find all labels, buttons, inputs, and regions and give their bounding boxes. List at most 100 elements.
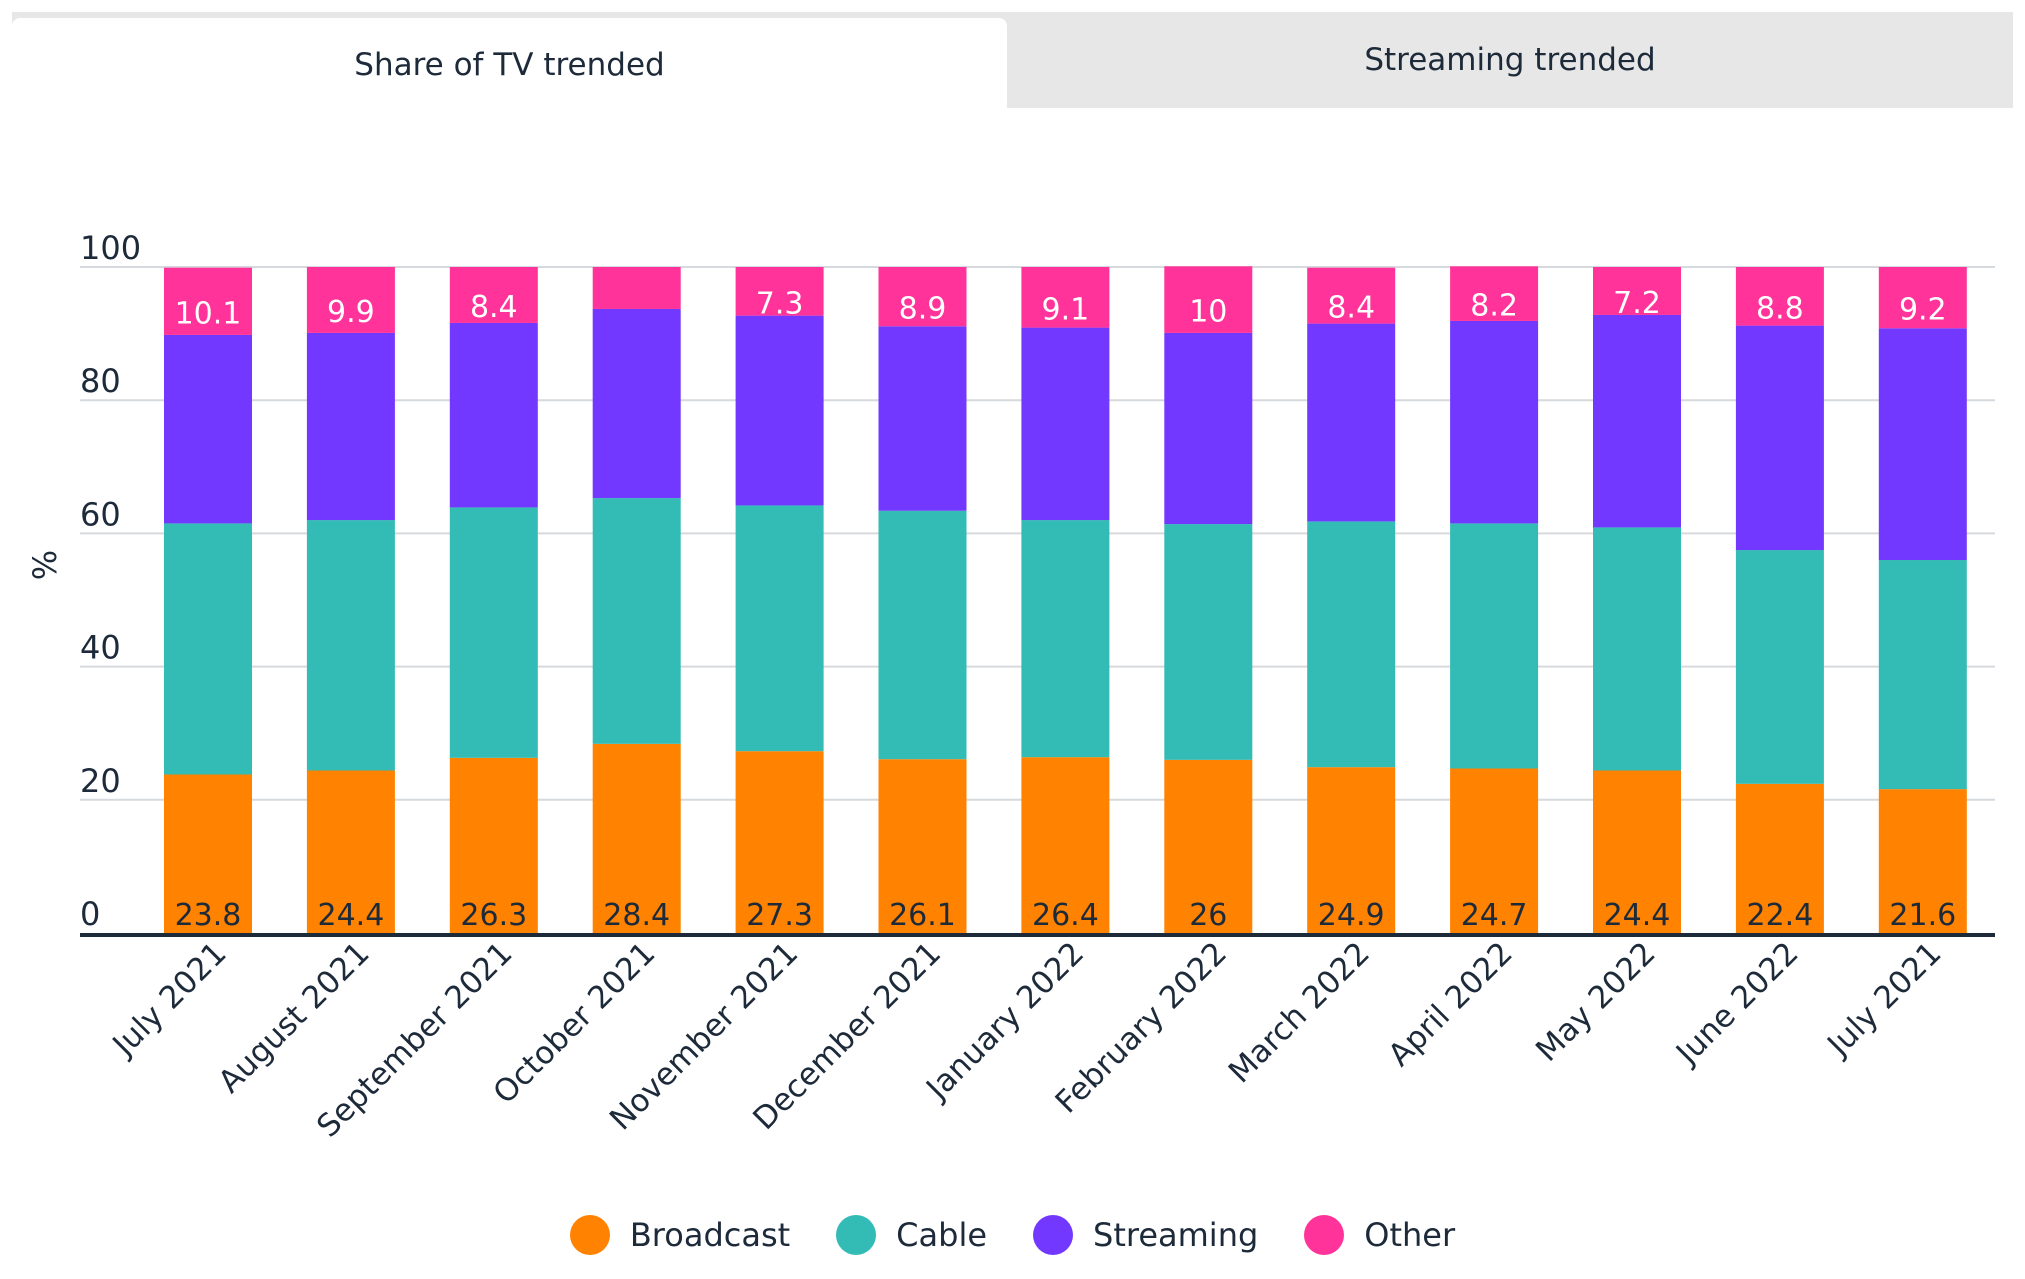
bar-cable-7: [1164, 524, 1253, 760]
bar-broadcast-10: [1593, 770, 1681, 933]
bar-other-10: [1593, 267, 1681, 315]
data-label-other-10: 7.2: [1613, 286, 1661, 321]
bar-cable-3: [592, 498, 681, 744]
data-label-other-11: 8.8: [1756, 291, 1804, 326]
bar-streaming-1: [306, 332, 395, 521]
stacked-bar-chart: 020406080100%23.837.728.310.124.437.628.…: [26, 229, 1995, 1145]
legend-swatch-other: [1304, 1215, 1345, 1255]
bar-cable-5: [878, 510, 967, 760]
bar-other-12: [1878, 267, 1967, 329]
bar-broadcast-2: [449, 757, 538, 933]
legend-swatch-broadcast: [569, 1215, 610, 1255]
bar-cable-2: [449, 507, 538, 758]
data-label-other-12: 9.2: [1899, 293, 1947, 328]
data-label-broadcast-11: 22.4: [1747, 898, 1814, 933]
legend-item-broadcast[interactable]: Broadcast: [569, 1215, 791, 1255]
bar-broadcast-6: [1021, 757, 1110, 933]
data-label-broadcast-3: 28.4: [603, 898, 670, 933]
data-label-other-8: 8.4: [1327, 291, 1375, 326]
bar-streaming-4: [735, 315, 824, 506]
bar-other-11: [1735, 267, 1824, 326]
legend-swatch-streaming: [1033, 1215, 1074, 1255]
data-label-broadcast-0: 23.8: [175, 898, 242, 933]
bar-other-5: [878, 267, 967, 327]
data-label-other-6: 9.1: [1042, 292, 1090, 327]
data-label-broadcast-9: 24.7: [1461, 898, 1528, 933]
y-tick-label-80: 80: [80, 362, 121, 400]
bar-broadcast-1: [306, 770, 395, 933]
data-label-broadcast-5: 26.1: [889, 898, 956, 933]
bar-streaming-6: [1021, 327, 1110, 521]
bar-other-3: [592, 267, 681, 309]
y-tick-label-60: 60: [80, 495, 121, 533]
x-tick-label-8: March 2022: [1222, 935, 1377, 1090]
x-tick-label-1: August 2021: [212, 935, 377, 1100]
bar-broadcast-8: [1307, 767, 1396, 933]
x-tick-label-10: May 2022: [1529, 935, 1663, 1069]
legend-item-cable[interactable]: Cable: [836, 1215, 987, 1255]
data-label-other-2: 8.4: [470, 290, 518, 325]
bar-cable-1: [306, 520, 395, 771]
data-label-other-4: 7.3: [756, 286, 804, 321]
bar-streaming-10: [1593, 314, 1681, 528]
bar-streaming-2: [449, 322, 538, 508]
bar-broadcast-11: [1735, 783, 1824, 933]
tab-share-of-tv-trended[interactable]: Share of TV trended: [12, 18, 1007, 112]
tab-bar: Share of TV trended Streaming trended: [12, 12, 2013, 112]
bar-streaming-9: [1450, 320, 1539, 524]
bar-streaming-11: [1735, 325, 1824, 551]
bar-other-9: [1450, 266, 1539, 321]
data-label-broadcast-12: 21.6: [1889, 898, 1956, 933]
bar-cable-11: [1735, 550, 1824, 784]
bar-other-6: [1021, 267, 1110, 328]
bar-broadcast-4: [735, 751, 824, 933]
y-tick-label-0: 0: [80, 895, 100, 933]
legend-item-other[interactable]: Other: [1304, 1215, 1455, 1255]
data-label-broadcast-1: 24.4: [318, 898, 385, 933]
bar-broadcast-9: [1450, 768, 1539, 933]
bar-broadcast-0: [164, 774, 252, 933]
bar-other-1: [306, 267, 395, 333]
bar-broadcast-12: [1878, 789, 1967, 933]
bar-cable-8: [1307, 521, 1396, 768]
bar-streaming-8: [1307, 323, 1396, 522]
y-axis-title: %: [26, 550, 64, 580]
data-label-other-9: 8.2: [1470, 289, 1518, 324]
tab-share-of-tv-trended-label: Share of TV trended: [354, 47, 665, 83]
bar-streaming-12: [1878, 328, 1967, 561]
tab-streaming-trended[interactable]: Streaming trended: [1007, 12, 2013, 108]
bar-other-8: [1307, 267, 1396, 324]
data-label-other-1: 9.9: [327, 295, 375, 330]
bar-broadcast-3: [592, 743, 681, 933]
bar-cable-4: [735, 505, 824, 752]
data-label-broadcast-6: 26.4: [1032, 898, 1099, 933]
data-label-broadcast-10: 24.4: [1604, 898, 1671, 933]
legend-label-cable: Cable: [896, 1216, 988, 1254]
legend-item-streaming[interactable]: Streaming: [1033, 1215, 1258, 1255]
data-label-other-7: 10: [1189, 295, 1227, 330]
data-label-broadcast-4: 27.3: [746, 898, 813, 933]
bar-broadcast-7: [1164, 759, 1253, 933]
bar-streaming-5: [878, 326, 967, 511]
data-label-other-0: 10.1: [175, 296, 242, 331]
chart-legend: Broadcast Cable Streaming Other: [0, 1215, 2025, 1255]
bar-streaming-7: [1164, 332, 1253, 525]
bar-streaming-3: [592, 308, 681, 499]
legend-label-broadcast: Broadcast: [629, 1216, 791, 1254]
bar-cable-12: [1878, 560, 1967, 790]
y-tick-label-40: 40: [80, 629, 121, 667]
bar-other-2: [449, 267, 538, 323]
bar-other-0: [164, 267, 252, 335]
bar-cable-0: [164, 523, 252, 775]
data-label-broadcast-7: 26: [1189, 898, 1227, 933]
bar-cable-10: [1593, 527, 1681, 771]
bar-cable-9: [1450, 523, 1539, 769]
legend-label-other: Other: [1364, 1216, 1456, 1254]
bar-broadcast-5: [878, 759, 967, 933]
x-tick-label-9: April 2022: [1381, 935, 1519, 1073]
bar-other-7: [1164, 266, 1253, 333]
bar-cable-6: [1021, 520, 1110, 758]
x-tick-label-0: July 2021: [105, 935, 234, 1064]
y-tick-label-20: 20: [80, 762, 121, 800]
legend-label-streaming: Streaming: [1093, 1216, 1259, 1254]
